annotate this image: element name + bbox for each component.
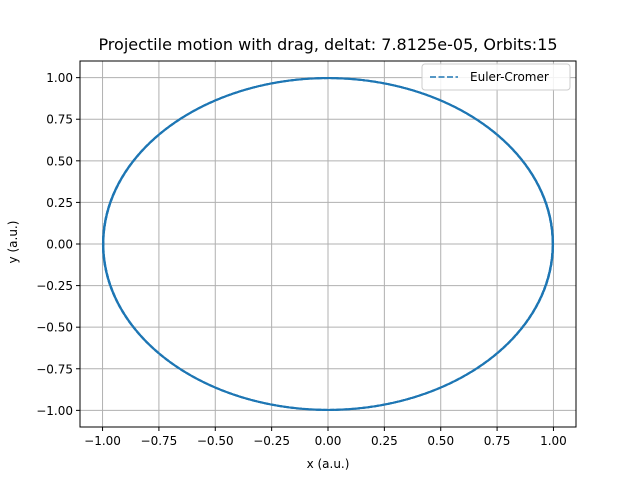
legend: Euler-Cromer: [421, 63, 571, 91]
x-tick-label: 0.75: [484, 434, 511, 448]
x-axis-label: x (a.u.): [307, 457, 350, 471]
x-tick-label: −0.75: [141, 434, 178, 448]
y-tick-label: −0.25: [36, 279, 73, 293]
chart-title: Projectile motion with drag, deltat: 7.8…: [98, 35, 557, 54]
y-tick-label: 0.75: [46, 113, 73, 127]
y-ticks: −1.00 −0.75 −0.50 −0.25 0.00 0.25 0.50 0.75 1.00: [36, 71, 80, 418]
y-tick-label: 1.00: [46, 71, 73, 85]
y-axis-label: y (a.u.): [6, 221, 20, 264]
x-tick-label: −0.50: [197, 434, 234, 448]
x-tick-label: −1.00: [84, 434, 121, 448]
legend-label-euler-cromer: Euler-Cromer: [470, 70, 549, 84]
y-tick-label: 0.25: [46, 196, 73, 210]
x-ticks: −1.00 −0.75 −0.50 −0.25 0.00 0.25 0.50 0.75 1.00: [84, 427, 567, 448]
series-line-euler-cromer: [103, 77, 553, 411]
y-tick-label: 0.50: [46, 154, 73, 168]
series-group: [101, 77, 555, 411]
x-tick-label: −0.25: [253, 434, 290, 448]
legend-box: [421, 63, 571, 91]
x-tick-label: 1.00: [540, 434, 567, 448]
y-tick-label: −0.50: [36, 321, 73, 335]
y-tick-label: 0.00: [46, 238, 73, 252]
y-tick-label: −0.75: [36, 362, 73, 376]
x-tick-label: 0.00: [315, 434, 342, 448]
x-tick-label: 0.25: [371, 434, 398, 448]
x-tick-label: 0.50: [427, 434, 454, 448]
y-tick-label: −1.00: [36, 404, 73, 418]
